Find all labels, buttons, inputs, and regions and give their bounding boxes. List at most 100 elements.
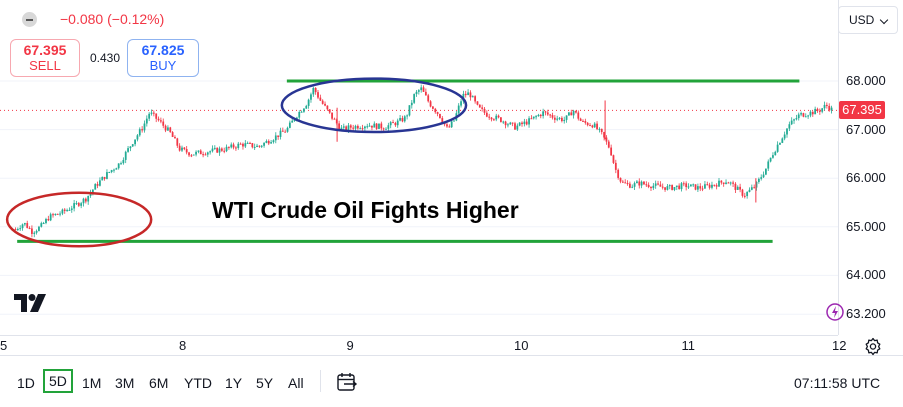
- candle-body: [605, 137, 608, 142]
- minus-icon[interactable]: [22, 12, 37, 27]
- candle-body: [258, 145, 261, 147]
- candle-body: [558, 117, 561, 119]
- candle-body: [277, 135, 280, 137]
- candle-body: [633, 183, 636, 187]
- candle-body: [26, 223, 29, 228]
- candle-body: [145, 118, 148, 124]
- candle-body: [23, 223, 26, 225]
- toolbar-divider: [0, 355, 903, 356]
- candle-body: [483, 108, 486, 113]
- candle-body: [464, 93, 467, 96]
- period-3m-button[interactable]: 3M: [115, 375, 135, 391]
- candle-body: [310, 94, 312, 100]
- candle-body: [244, 143, 247, 147]
- candle-body: [380, 123, 383, 129]
- candle-body: [178, 145, 181, 151]
- buy-button[interactable]: 67.825 BUY: [127, 39, 199, 77]
- candle-body: [563, 119, 566, 122]
- candle-body: [286, 127, 289, 132]
- candle-body: [800, 113, 802, 115]
- candle-body: [495, 115, 498, 120]
- candle-body: [476, 101, 479, 105]
- candle-body: [481, 107, 484, 109]
- candle-body: [300, 111, 303, 113]
- candle-body: [617, 169, 620, 178]
- candle-body: [689, 184, 692, 187]
- candle-body: [739, 186, 742, 190]
- x-tick-label: 9: [346, 338, 354, 353]
- candle-body: [115, 168, 118, 170]
- candle-body: [624, 182, 627, 184]
- candle-body: [713, 184, 716, 186]
- period-ytd-button[interactable]: YTD: [184, 375, 212, 391]
- candle-body: [500, 117, 502, 122]
- period-1y-button[interactable]: 1Y: [225, 375, 243, 391]
- candle-body: [129, 146, 132, 149]
- spread-value: 0.430: [90, 51, 121, 65]
- candle-body: [521, 122, 523, 125]
- candle-body: [106, 172, 108, 179]
- candle-body: [225, 146, 228, 152]
- candle-body: [682, 183, 685, 185]
- candle-body: [488, 116, 491, 118]
- candle-body: [148, 113, 151, 119]
- candle-body: [253, 146, 256, 148]
- period-1d-button[interactable]: 1D: [17, 375, 35, 391]
- settings-gear-icon[interactable]: [864, 337, 882, 356]
- utc-clock[interactable]: 07:11:58 UTC: [794, 375, 881, 391]
- toolbar-separator: [320, 370, 321, 392]
- candle-body: [162, 121, 165, 126]
- period-all-button[interactable]: All: [288, 375, 304, 391]
- candle-body: [471, 96, 474, 98]
- candle-body: [809, 111, 812, 116]
- candle-body: [324, 103, 326, 106]
- candle-body: [185, 149, 188, 153]
- candle-body: [830, 107, 833, 111]
- candle-body: [509, 122, 512, 125]
- candle-body: [748, 189, 751, 192]
- candle-body: [70, 208, 73, 210]
- candle-body: [410, 102, 413, 106]
- candle-body: [556, 118, 559, 120]
- candle-body: [314, 88, 317, 93]
- candle-body: [169, 127, 172, 133]
- period-5d-button[interactable]: 5D: [43, 369, 73, 393]
- candle-body: [33, 232, 36, 234]
- price-plot[interactable]: [0, 0, 838, 335]
- candle-body: [680, 183, 683, 190]
- period-5y-button[interactable]: 5Y: [256, 375, 274, 391]
- candle-body: [77, 203, 80, 206]
- candle-body: [211, 148, 214, 152]
- candle-body: [814, 108, 817, 115]
- candle-body: [694, 184, 697, 190]
- candle-body: [518, 122, 521, 126]
- candle-body: [265, 141, 268, 143]
- candle-body: [532, 116, 535, 119]
- candle-body: [767, 161, 770, 169]
- calendar-range-icon[interactable]: [336, 372, 358, 392]
- period-6m-button[interactable]: 6M: [149, 375, 169, 391]
- candle-body: [725, 182, 727, 184]
- candle-body: [821, 108, 824, 112]
- candle-body: [150, 112, 153, 114]
- sell-button[interactable]: 67.395 SELL: [10, 39, 80, 77]
- lightning-icon[interactable]: [826, 303, 844, 321]
- candle-body: [110, 170, 113, 172]
- candle-body: [546, 112, 549, 115]
- tradingview-logo-icon[interactable]: [14, 294, 50, 317]
- candle-body: [528, 118, 530, 125]
- candle-body: [753, 187, 756, 189]
- y-tick-label: 67.000: [846, 121, 886, 137]
- period-1m-button[interactable]: 1M: [82, 375, 102, 391]
- y-tick-label: 63.200: [846, 306, 886, 322]
- candle-body: [584, 121, 587, 123]
- candle-body: [216, 147, 219, 153]
- candle-body: [59, 213, 61, 215]
- candle-body: [664, 187, 666, 190]
- candle-body: [732, 182, 734, 184]
- candle-body: [68, 209, 71, 211]
- candle-body: [828, 105, 831, 111]
- candle-body: [704, 184, 706, 189]
- currency-select[interactable]: USD: [838, 6, 898, 34]
